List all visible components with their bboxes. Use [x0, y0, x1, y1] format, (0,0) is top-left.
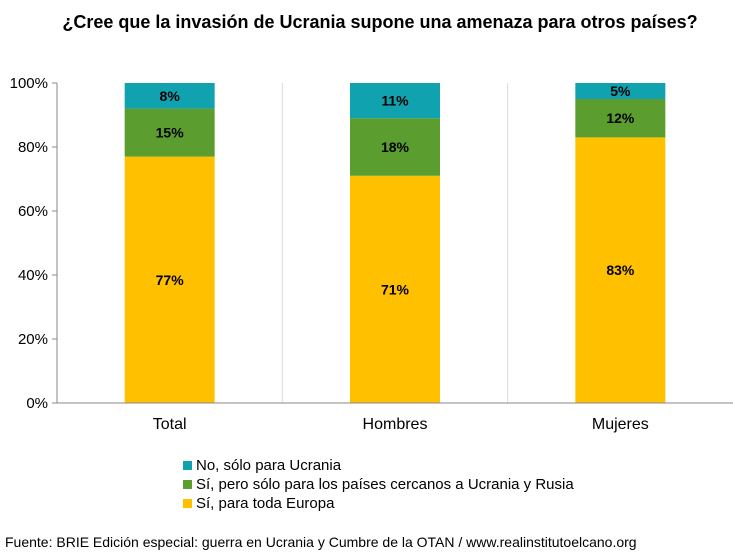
bar-segment-total-0 — [124, 156, 215, 403]
data-label: 71% — [381, 281, 410, 297]
data-label: 77% — [156, 272, 185, 288]
legend-item: Sí, para toda Europa — [183, 494, 574, 513]
source-note: Fuente: BRIE Edición especial: guerra en… — [5, 534, 637, 550]
data-label: 15% — [156, 125, 185, 141]
y-tick-label: 40% — [18, 267, 48, 284]
legend-label: Sí, para toda Europa — [196, 495, 335, 512]
y-tick-label: 100% — [10, 75, 48, 92]
legend-label: Sí, pero sólo para los países cercanos a… — [196, 476, 574, 493]
x-tick-label: Total — [153, 416, 187, 433]
bar-segment-mujeres-0 — [575, 137, 666, 403]
bar-segment-hombres-1 — [350, 118, 440, 176]
data-label: 18% — [381, 139, 410, 155]
y-tick-label: 60% — [18, 203, 48, 220]
legend-item: Sí, pero sólo para los países cercanos a… — [183, 475, 574, 494]
y-tick-label: 80% — [18, 139, 48, 156]
bar-segment-total-2 — [124, 83, 215, 109]
x-tick-label: Mujeres — [592, 416, 649, 433]
legend: No, sólo para Ucrania Sí, pero sólo para … — [183, 456, 574, 513]
data-label: 83% — [606, 262, 635, 278]
legend-label: No, sólo para Ucrania — [196, 457, 342, 474]
legend-swatch — [183, 499, 192, 508]
y-tick-label: 0% — [26, 395, 48, 412]
y-tick-label: 20% — [18, 331, 48, 348]
data-label: 5% — [610, 83, 631, 99]
data-label: 8% — [160, 88, 181, 104]
x-tick-label: Hombres — [363, 416, 428, 433]
data-label: 11% — [381, 93, 409, 109]
bar-segment-hombres-0 — [350, 175, 440, 403]
legend-item: No, sólo para Ucrania — [183, 456, 574, 475]
bar-segment-mujeres-1 — [575, 99, 666, 138]
bar-segment-mujeres-2 — [575, 83, 666, 99]
bar-segment-total-1 — [124, 108, 215, 157]
data-label: 12% — [606, 110, 635, 126]
legend-swatch — [183, 480, 192, 489]
bar-segment-hombres-2 — [350, 83, 440, 119]
chart-title: ¿Cree que la invasión de Ucrania supone … — [62, 12, 698, 32]
stacked-bar-chart: 0% 20% 40% 60% 80% 100% 77% 15% 8% Total 71% 18% 11%… — [10, 75, 733, 433]
legend-swatch — [183, 461, 192, 470]
